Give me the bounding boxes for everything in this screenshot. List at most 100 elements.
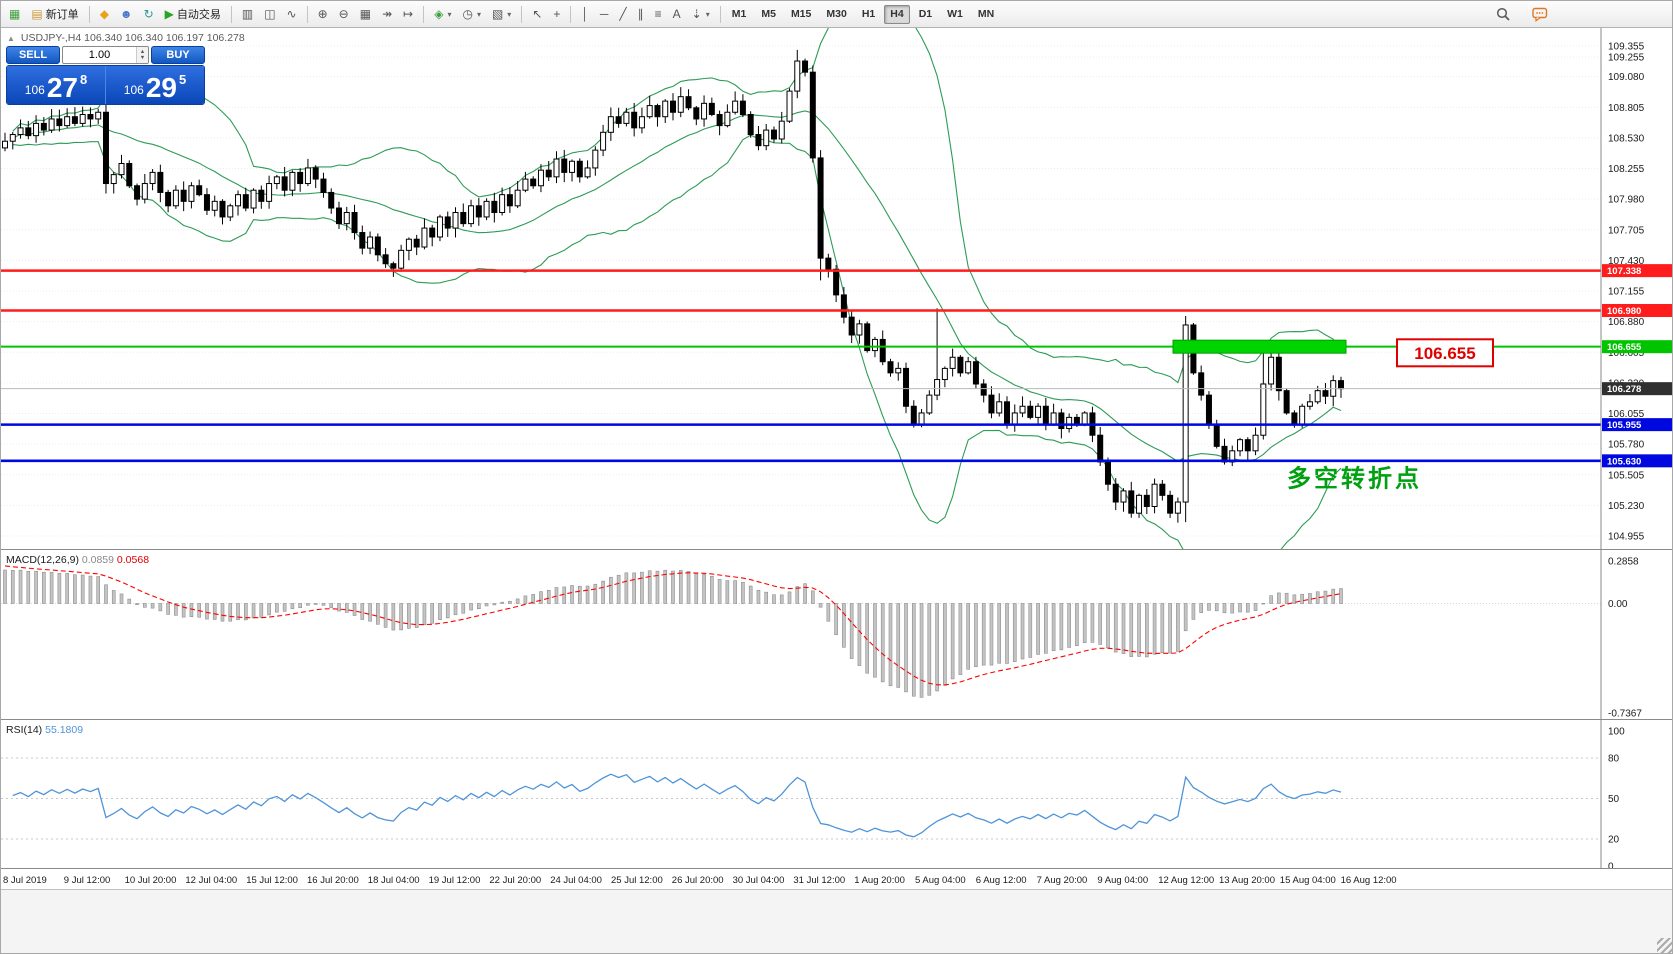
zoom-out-icon-icon: ⊖ bbox=[338, 7, 349, 21]
axis-price-tag: 105.630 bbox=[1602, 454, 1672, 468]
svg-text:106.055: 106.055 bbox=[1608, 409, 1645, 420]
sell-price-prefix: 106 bbox=[24, 83, 45, 97]
spin-down-icon[interactable]: ▼ bbox=[139, 55, 146, 61]
arrows-dropdown[interactable]: ⇣ ▾ bbox=[687, 4, 715, 25]
svg-text:30 Jul 04:00: 30 Jul 04:00 bbox=[733, 875, 785, 886]
svg-text:107.980: 107.980 bbox=[1608, 195, 1645, 206]
axis-price-tag: 105.955 bbox=[1602, 418, 1672, 432]
periods-icon: ◷ bbox=[462, 7, 473, 21]
timeframe-w1[interactable]: W1 bbox=[941, 5, 969, 24]
svg-text:15 Jul 12:00: 15 Jul 12:00 bbox=[246, 875, 298, 886]
vertical-line-icon[interactable]: │ bbox=[576, 4, 594, 25]
timeframe-mn[interactable]: MN bbox=[972, 5, 1000, 24]
chart-shift-icon[interactable]: ↦ bbox=[398, 4, 418, 25]
timeframe-h1[interactable]: H1 bbox=[856, 5, 881, 24]
crosshair-icon-icon: + bbox=[553, 7, 561, 21]
timeframe-h4[interactable]: H4 bbox=[884, 4, 910, 24]
toolbar-separator bbox=[88, 5, 90, 23]
periods-dropdown[interactable]: ◷ ▾ bbox=[457, 4, 486, 25]
tile-windows-icon[interactable]: ▦ bbox=[355, 4, 376, 25]
macd-chart-canvas[interactable]: 0.2858 0.00 -0.7367 bbox=[1, 550, 1673, 720]
cursor-icon-icon: ↖ bbox=[532, 7, 543, 21]
search-button[interactable] bbox=[1491, 4, 1515, 25]
new-order-button[interactable]: ▤ 新订单 bbox=[26, 4, 83, 25]
svg-text:50: 50 bbox=[1608, 794, 1620, 805]
channel-icon[interactable]: ∥ bbox=[633, 4, 649, 25]
timeframe-buttons: M1 M5 M15 M30 H1 H4 D1 W1 MN bbox=[725, 4, 1001, 24]
resize-grip-icon[interactable] bbox=[1657, 938, 1672, 953]
highlight-zone-rect[interactable] bbox=[1172, 339, 1347, 354]
svg-text:19 Jul 12:00: 19 Jul 12:00 bbox=[429, 875, 481, 886]
svg-text:12 Jul 04:00: 12 Jul 04:00 bbox=[185, 875, 237, 886]
svg-text:9 Jul 12:00: 9 Jul 12:00 bbox=[64, 875, 110, 886]
sell-price-sup: 8 bbox=[79, 72, 88, 87]
rsi-label: RSI(14) 55.1809 bbox=[6, 724, 83, 736]
channel-icon-icon: ∥ bbox=[637, 7, 644, 21]
svg-text:0: 0 bbox=[1608, 862, 1614, 870]
auto-scroll-icon[interactable]: ↠ bbox=[377, 4, 397, 25]
bollinger-bands bbox=[12, 28, 1342, 549]
market-watch-icon-icon: ◆ bbox=[99, 7, 109, 21]
dropdown-arrow-icon: ▾ bbox=[705, 9, 710, 19]
sell-price-display[interactable]: 106 27 8 bbox=[7, 66, 106, 104]
one-click-panel-toggle[interactable]: ▲ bbox=[7, 33, 15, 43]
refresh-icon[interactable]: ↻ bbox=[139, 4, 159, 25]
indicators-icon: ◈ bbox=[434, 7, 444, 21]
one-click-trading-panel: SELL 1.00 ▲ ▼ BUY 106 27 8 106 bbox=[6, 46, 205, 105]
timeframe-d1[interactable]: D1 bbox=[913, 5, 938, 24]
time-axis[interactable]: 8 Jul 2019 9 Jul 12:00 10 Jul 20:00 12 Jul … bbox=[1, 868, 1672, 889]
timeframe-m5[interactable]: M5 bbox=[755, 5, 782, 24]
time-axis-canvas: 8 Jul 2019 9 Jul 12:00 10 Jul 20:00 12 Jul … bbox=[3, 875, 1397, 886]
trendline-icon[interactable]: ╱ bbox=[614, 4, 631, 25]
indicators-dropdown[interactable]: ◈ ▾ bbox=[429, 4, 456, 25]
horizontal-line-icon[interactable]: ─ bbox=[595, 4, 614, 25]
annotation-text[interactable]: 多空转折点 bbox=[1287, 464, 1422, 492]
navigator-icon[interactable]: ☻ bbox=[115, 4, 138, 25]
crosshair-icon[interactable]: + bbox=[548, 4, 565, 25]
rsi-chart-canvas[interactable]: 100 80 50 20 0 bbox=[1, 720, 1673, 869]
chart-ohlc-info: ▲ USDJPY-,H4 106.340 106.340 106.197 106… bbox=[7, 32, 245, 44]
fibonacci-icon[interactable]: ≡ bbox=[650, 4, 667, 25]
macd-name: MACD(12,26,9) bbox=[6, 554, 79, 566]
symbol-ohlc-text: USDJPY-,H4 106.340 106.340 106.197 106.2… bbox=[20, 32, 245, 44]
refresh-icon-icon: ↻ bbox=[143, 7, 154, 21]
templates-dropdown[interactable]: ▧ ▾ bbox=[487, 4, 516, 25]
svg-text:106.880: 106.880 bbox=[1608, 317, 1645, 328]
horizontal-line-icon-icon: ─ bbox=[599, 7, 609, 21]
timeframe-m15[interactable]: M15 bbox=[785, 5, 817, 24]
market-watch-icon[interactable]: ◆ bbox=[95, 4, 114, 25]
buy-price-display[interactable]: 106 29 5 bbox=[106, 66, 204, 104]
price-callout-label[interactable]: 106.655 bbox=[1396, 338, 1494, 368]
toolbar-items: ▦ ▤ 新订单 ◆ ☻ ↻ ▶ 自动交易 ▥ ◫ ∿ ⊕ ⊖ ▦ ↠ ↦ ◈ ▾ ◷ ▾ ▧ ▾ ↖ + │ ─ ╱ ∥ ≡ A ⇣ ▾ bbox=[4, 4, 725, 25]
vertical-line-icon-icon: │ bbox=[581, 7, 589, 21]
bar-chart-icon[interactable]: ▥ bbox=[237, 4, 258, 25]
svg-text:6 Aug 12:00: 6 Aug 12:00 bbox=[976, 875, 1027, 886]
timeframe-m30[interactable]: M30 bbox=[820, 5, 852, 24]
candles-layer bbox=[2, 49, 1344, 523]
arrows-icon: ⇣ bbox=[691, 7, 702, 21]
chat-button[interactable] bbox=[1527, 4, 1553, 25]
fibonacci-icon-icon: ≡ bbox=[654, 7, 662, 21]
auto-trading-button-label: 自动交易 bbox=[176, 9, 221, 21]
candlestick-chart-icon[interactable]: ◫ bbox=[259, 4, 280, 25]
zoom-out-icon[interactable]: ⊖ bbox=[334, 4, 354, 25]
app-icon[interactable]: ▦ bbox=[4, 4, 25, 25]
sell-button[interactable]: SELL bbox=[6, 46, 60, 64]
chart-shift-icon-icon: ↦ bbox=[403, 7, 414, 21]
auto-trading-button[interactable]: ▶ 自动交易 bbox=[160, 4, 226, 25]
line-chart-icon[interactable]: ∿ bbox=[282, 4, 302, 25]
svg-text:26 Jul 20:00: 26 Jul 20:00 bbox=[672, 875, 724, 886]
tile-windows-icon-icon: ▦ bbox=[359, 7, 372, 21]
volume-spinner[interactable]: ▲ ▼ bbox=[136, 47, 148, 63]
time-axis-labels: 8 Jul 2019 9 Jul 12:00 10 Jul 20:00 12 Jul … bbox=[3, 875, 1397, 886]
timeframe-m1[interactable]: M1 bbox=[726, 5, 753, 24]
volume-input[interactable]: 1.00 ▲ ▼ bbox=[62, 46, 149, 64]
text-label-icon[interactable]: A bbox=[668, 4, 686, 25]
candlestick-chart-icon-icon: ◫ bbox=[264, 7, 276, 21]
cursor-icon[interactable]: ↖ bbox=[527, 4, 547, 25]
spin-up-icon[interactable]: ▲ bbox=[139, 48, 146, 55]
buy-button[interactable]: BUY bbox=[151, 46, 205, 64]
volume-value[interactable]: 1.00 bbox=[88, 49, 111, 61]
zoom-in-icon[interactable]: ⊕ bbox=[313, 4, 333, 25]
